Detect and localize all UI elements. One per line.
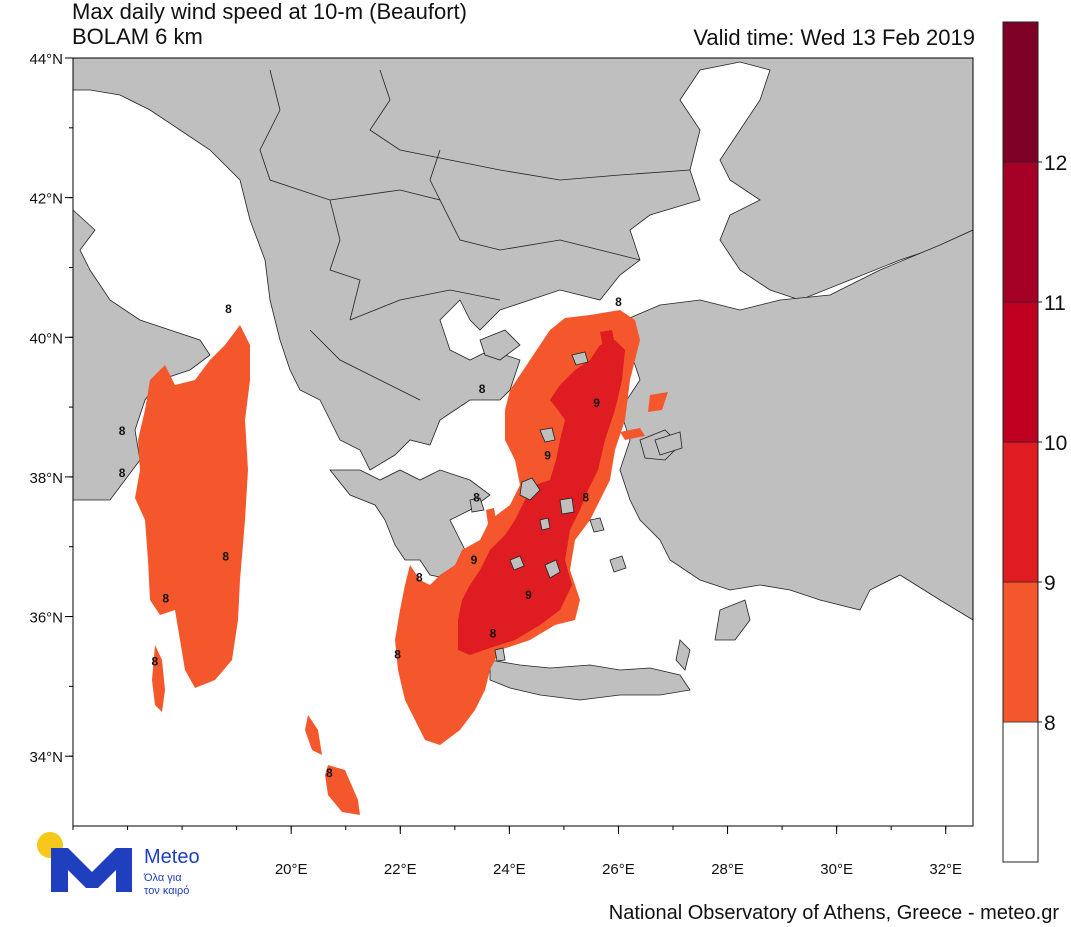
meteo-logo: Meteo Όλα για τον καιρό	[36, 830, 226, 900]
legend-swatch	[1002, 301, 1039, 443]
legend-swatch	[1002, 581, 1039, 723]
land-italy	[73, 209, 211, 501]
contour-label: 9	[544, 448, 551, 462]
contour-label: 8	[490, 626, 497, 640]
land-dodecanese	[714, 599, 751, 641]
wind-zone-ionian	[135, 325, 250, 688]
logo-word: Meteo	[144, 846, 200, 868]
aegean-islands	[469, 329, 683, 662]
legend-tick-label: 10	[1044, 432, 1067, 455]
contour-label: 8	[615, 295, 622, 309]
lat-tick-label: 36°N	[29, 610, 63, 627]
legend-swatch	[1002, 21, 1039, 163]
land-greece-south	[329, 469, 491, 581]
contour-label: 8	[394, 647, 401, 661]
lon-tick-label: 20°E	[275, 861, 308, 878]
legend-tick-label: 9	[1044, 572, 1056, 595]
wind-level-9	[458, 330, 625, 655]
lon-tick-label: 26°E	[602, 861, 635, 878]
valid-time: Valid time: Wed 13 Feb 2019	[693, 25, 975, 50]
legend-colorbar: 8 9 10 11 12	[1002, 21, 1067, 863]
lat-tick-label: 44°N	[29, 51, 63, 68]
lat-tick-label: 42°N	[29, 191, 63, 208]
chart-title: Max daily wind speed at 10-m (Beaufort)	[72, 0, 467, 24]
wind-zone-turkey-coast	[648, 392, 668, 412]
legend-swatch	[1002, 721, 1039, 863]
lat-tick-label: 40°N	[29, 330, 63, 347]
contour-label: 8	[416, 571, 423, 585]
contour-label: 8	[225, 302, 232, 316]
legend-tick-label: 12	[1044, 152, 1067, 175]
contour-labels: 8 8 8 8 8 8 8 8 8 8 8 8 8 8 9 9 9 9	[119, 295, 622, 780]
chart-subtitle: BOLAM 6 km	[72, 24, 203, 49]
lat-tick-label: 38°N	[29, 470, 63, 487]
logo-tagline-line1: Όλα για	[144, 872, 182, 884]
logo-tagline-line2: τον καιρό	[144, 885, 190, 897]
contour-label: 9	[471, 553, 478, 567]
contour-label: 8	[222, 550, 229, 564]
lat-tick-label: 34°N	[29, 749, 63, 766]
contour-label: 8	[162, 592, 169, 606]
contour-label: 8	[582, 490, 589, 504]
wind-zone-small-2	[486, 508, 496, 524]
wind-zone-libya-east	[325, 765, 360, 815]
land-anatolia	[619, 229, 973, 621]
wind-zone-libya-west	[305, 715, 322, 755]
contour-label: 9	[525, 588, 532, 602]
longitude-axis: 20°E 22°E 24°E 26°E 28°E 30°E 32°E	[72, 826, 962, 878]
footer-credit: National Observatory of Athens, Greece -…	[608, 902, 1059, 924]
legend-swatch	[1002, 161, 1039, 303]
lon-tick-label: 24°E	[493, 861, 526, 878]
contour-label: 8	[151, 654, 158, 668]
legend-tick-label: 8	[1044, 712, 1056, 735]
land-mainland	[73, 58, 973, 471]
legend-swatch	[1002, 441, 1039, 583]
meteo-logo-mark	[37, 832, 132, 892]
contour-label: 9	[593, 396, 600, 410]
latitude-axis: 44°N 42°N 40°N 38°N 36°N 34°N	[29, 51, 73, 766]
legend-tick-label: 11	[1044, 292, 1066, 315]
contour-label: 8	[119, 424, 126, 438]
land-karpathos	[675, 639, 691, 671]
contour-label: 8	[326, 766, 333, 780]
lon-tick-label: 32°E	[929, 861, 962, 878]
lon-tick-label: 22°E	[384, 861, 417, 878]
country-borders	[259, 69, 691, 401]
lon-tick-label: 28°E	[711, 861, 744, 878]
contour-label: 8	[119, 466, 126, 480]
contour-label: 8	[479, 382, 486, 396]
wind-zone-north-aegean-red	[600, 330, 615, 352]
map-frame	[72, 57, 974, 827]
contour-label: 8	[473, 490, 480, 504]
wind-zone-aegean-core	[458, 340, 625, 655]
m-letter-icon	[51, 848, 132, 892]
wind-zone-ionian-south	[152, 645, 165, 712]
land-crete	[489, 659, 691, 701]
lon-tick-label: 30°E	[820, 861, 853, 878]
wind-zone-small-1	[620, 428, 645, 440]
map-layers	[73, 58, 973, 815]
